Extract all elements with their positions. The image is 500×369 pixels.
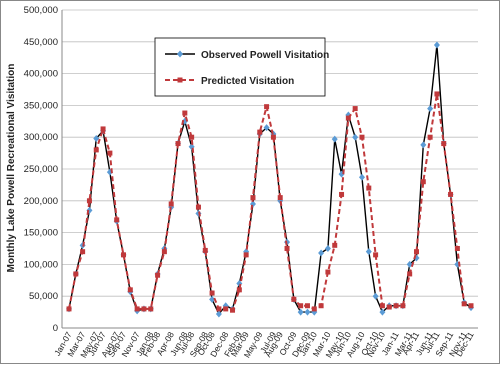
- marker: [73, 271, 79, 277]
- marker: [141, 306, 147, 312]
- y-tick-label: 50,000: [29, 291, 58, 302]
- legend-marker: [177, 50, 183, 58]
- y-axis-label: Monthly Lake Powell Recreational Visitat…: [6, 64, 17, 273]
- marker: [427, 134, 433, 140]
- marker: [359, 134, 365, 140]
- marker: [324, 245, 331, 252]
- marker: [372, 292, 379, 300]
- marker: [263, 124, 270, 132]
- marker: [107, 150, 113, 156]
- marker: [93, 134, 100, 142]
- marker: [461, 301, 467, 307]
- marker: [345, 115, 351, 121]
- marker: [448, 191, 454, 197]
- marker: [216, 306, 222, 312]
- marker: [339, 191, 345, 197]
- marker: [318, 249, 325, 257]
- marker: [331, 135, 338, 143]
- marker: [155, 272, 161, 278]
- marker: [148, 306, 154, 312]
- marker: [434, 91, 440, 97]
- marker: [223, 306, 229, 312]
- marker: [304, 303, 310, 309]
- marker: [209, 290, 215, 296]
- marker: [297, 308, 304, 316]
- marker: [365, 248, 372, 256]
- marker: [127, 287, 133, 293]
- marker: [318, 303, 324, 309]
- y-tick-label: 100,000: [24, 259, 58, 270]
- marker: [427, 105, 434, 113]
- marker: [284, 246, 290, 251]
- marker: [332, 242, 338, 248]
- marker: [257, 129, 263, 135]
- marker: [386, 304, 392, 310]
- marker: [366, 185, 372, 191]
- marker: [80, 249, 86, 255]
- marker: [413, 249, 419, 255]
- marker: [100, 126, 106, 132]
- legend-label: Observed Powell Visitation: [201, 50, 329, 61]
- legend-marker: [177, 77, 183, 83]
- marker: [270, 134, 276, 140]
- marker: [454, 246, 460, 251]
- marker: [352, 133, 359, 141]
- y-tick-label: 300,000: [24, 132, 58, 143]
- marker: [291, 296, 297, 302]
- marker: [358, 173, 365, 181]
- y-tick-label: 350,000: [24, 100, 58, 111]
- marker: [373, 252, 379, 258]
- y-tick-label: 500,000: [24, 5, 58, 16]
- marker: [161, 249, 167, 255]
- marker: [134, 306, 140, 312]
- series-line: [68, 93, 472, 312]
- y-tick-label: 200,000: [24, 196, 58, 207]
- marker: [182, 110, 188, 116]
- marker: [393, 303, 399, 309]
- marker: [202, 247, 208, 253]
- marker: [400, 303, 406, 309]
- marker: [420, 179, 426, 185]
- marker: [379, 303, 385, 309]
- marker: [433, 41, 440, 49]
- marker: [325, 269, 331, 275]
- marker: [311, 306, 317, 312]
- marker: [250, 195, 256, 201]
- marker: [121, 252, 127, 258]
- marker: [230, 307, 236, 313]
- marker: [114, 217, 120, 223]
- marker: [379, 308, 386, 316]
- marker: [243, 252, 249, 258]
- marker: [236, 287, 242, 293]
- marker: [407, 271, 413, 277]
- marker: [304, 308, 311, 316]
- y-tick-label: 150,000: [24, 228, 58, 239]
- marker: [298, 303, 304, 309]
- marker: [264, 104, 270, 110]
- marker: [189, 134, 195, 140]
- marker: [175, 141, 181, 147]
- y-tick-label: 450,000: [24, 37, 58, 48]
- marker: [468, 303, 474, 309]
- marker: [86, 198, 92, 204]
- marker: [209, 295, 216, 303]
- y-tick-label: 0: [53, 323, 58, 334]
- marker: [420, 141, 427, 149]
- y-tick-label: 400,000: [24, 69, 58, 80]
- marker: [277, 195, 283, 201]
- marker: [215, 310, 222, 318]
- marker: [66, 306, 72, 312]
- marker: [441, 141, 447, 147]
- marker: [93, 147, 99, 153]
- marker: [195, 204, 201, 210]
- marker: [168, 201, 174, 207]
- marker: [352, 106, 358, 112]
- y-tick-label: 250,000: [24, 164, 58, 175]
- legend-label: Predicted Visitation: [201, 76, 294, 87]
- legend-box: [154, 37, 326, 97]
